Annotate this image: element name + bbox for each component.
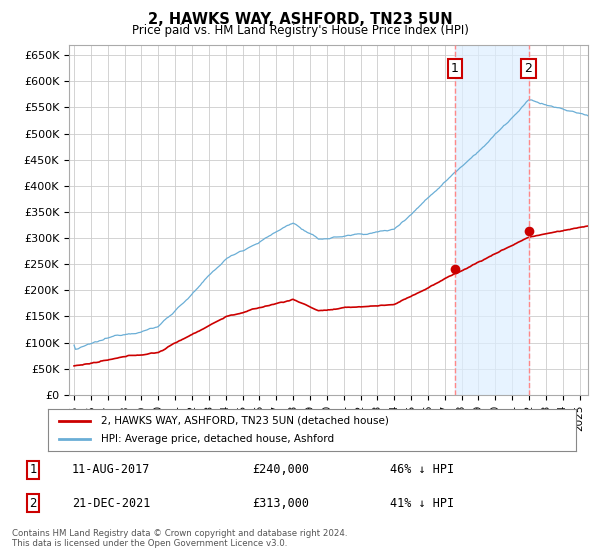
Text: 41% ↓ HPI: 41% ↓ HPI — [390, 497, 454, 510]
Text: 46% ↓ HPI: 46% ↓ HPI — [390, 463, 454, 476]
Text: 2, HAWKS WAY, ASHFORD, TN23 5UN (detached house): 2, HAWKS WAY, ASHFORD, TN23 5UN (detache… — [101, 416, 389, 426]
Text: Contains HM Land Registry data © Crown copyright and database right 2024.
This d: Contains HM Land Registry data © Crown c… — [12, 529, 347, 548]
Text: 2: 2 — [524, 62, 532, 75]
Text: £240,000: £240,000 — [252, 463, 309, 476]
Text: 2, HAWKS WAY, ASHFORD, TN23 5UN: 2, HAWKS WAY, ASHFORD, TN23 5UN — [148, 12, 452, 27]
Text: 21-DEC-2021: 21-DEC-2021 — [72, 497, 151, 510]
Text: 2: 2 — [29, 497, 37, 510]
Text: HPI: Average price, detached house, Ashford: HPI: Average price, detached house, Ashf… — [101, 434, 334, 444]
Text: Price paid vs. HM Land Registry's House Price Index (HPI): Price paid vs. HM Land Registry's House … — [131, 24, 469, 37]
Text: 1: 1 — [29, 463, 37, 476]
Text: 11-AUG-2017: 11-AUG-2017 — [72, 463, 151, 476]
Text: 1: 1 — [451, 62, 459, 75]
Text: £313,000: £313,000 — [252, 497, 309, 510]
Bar — [455, 45, 529, 395]
